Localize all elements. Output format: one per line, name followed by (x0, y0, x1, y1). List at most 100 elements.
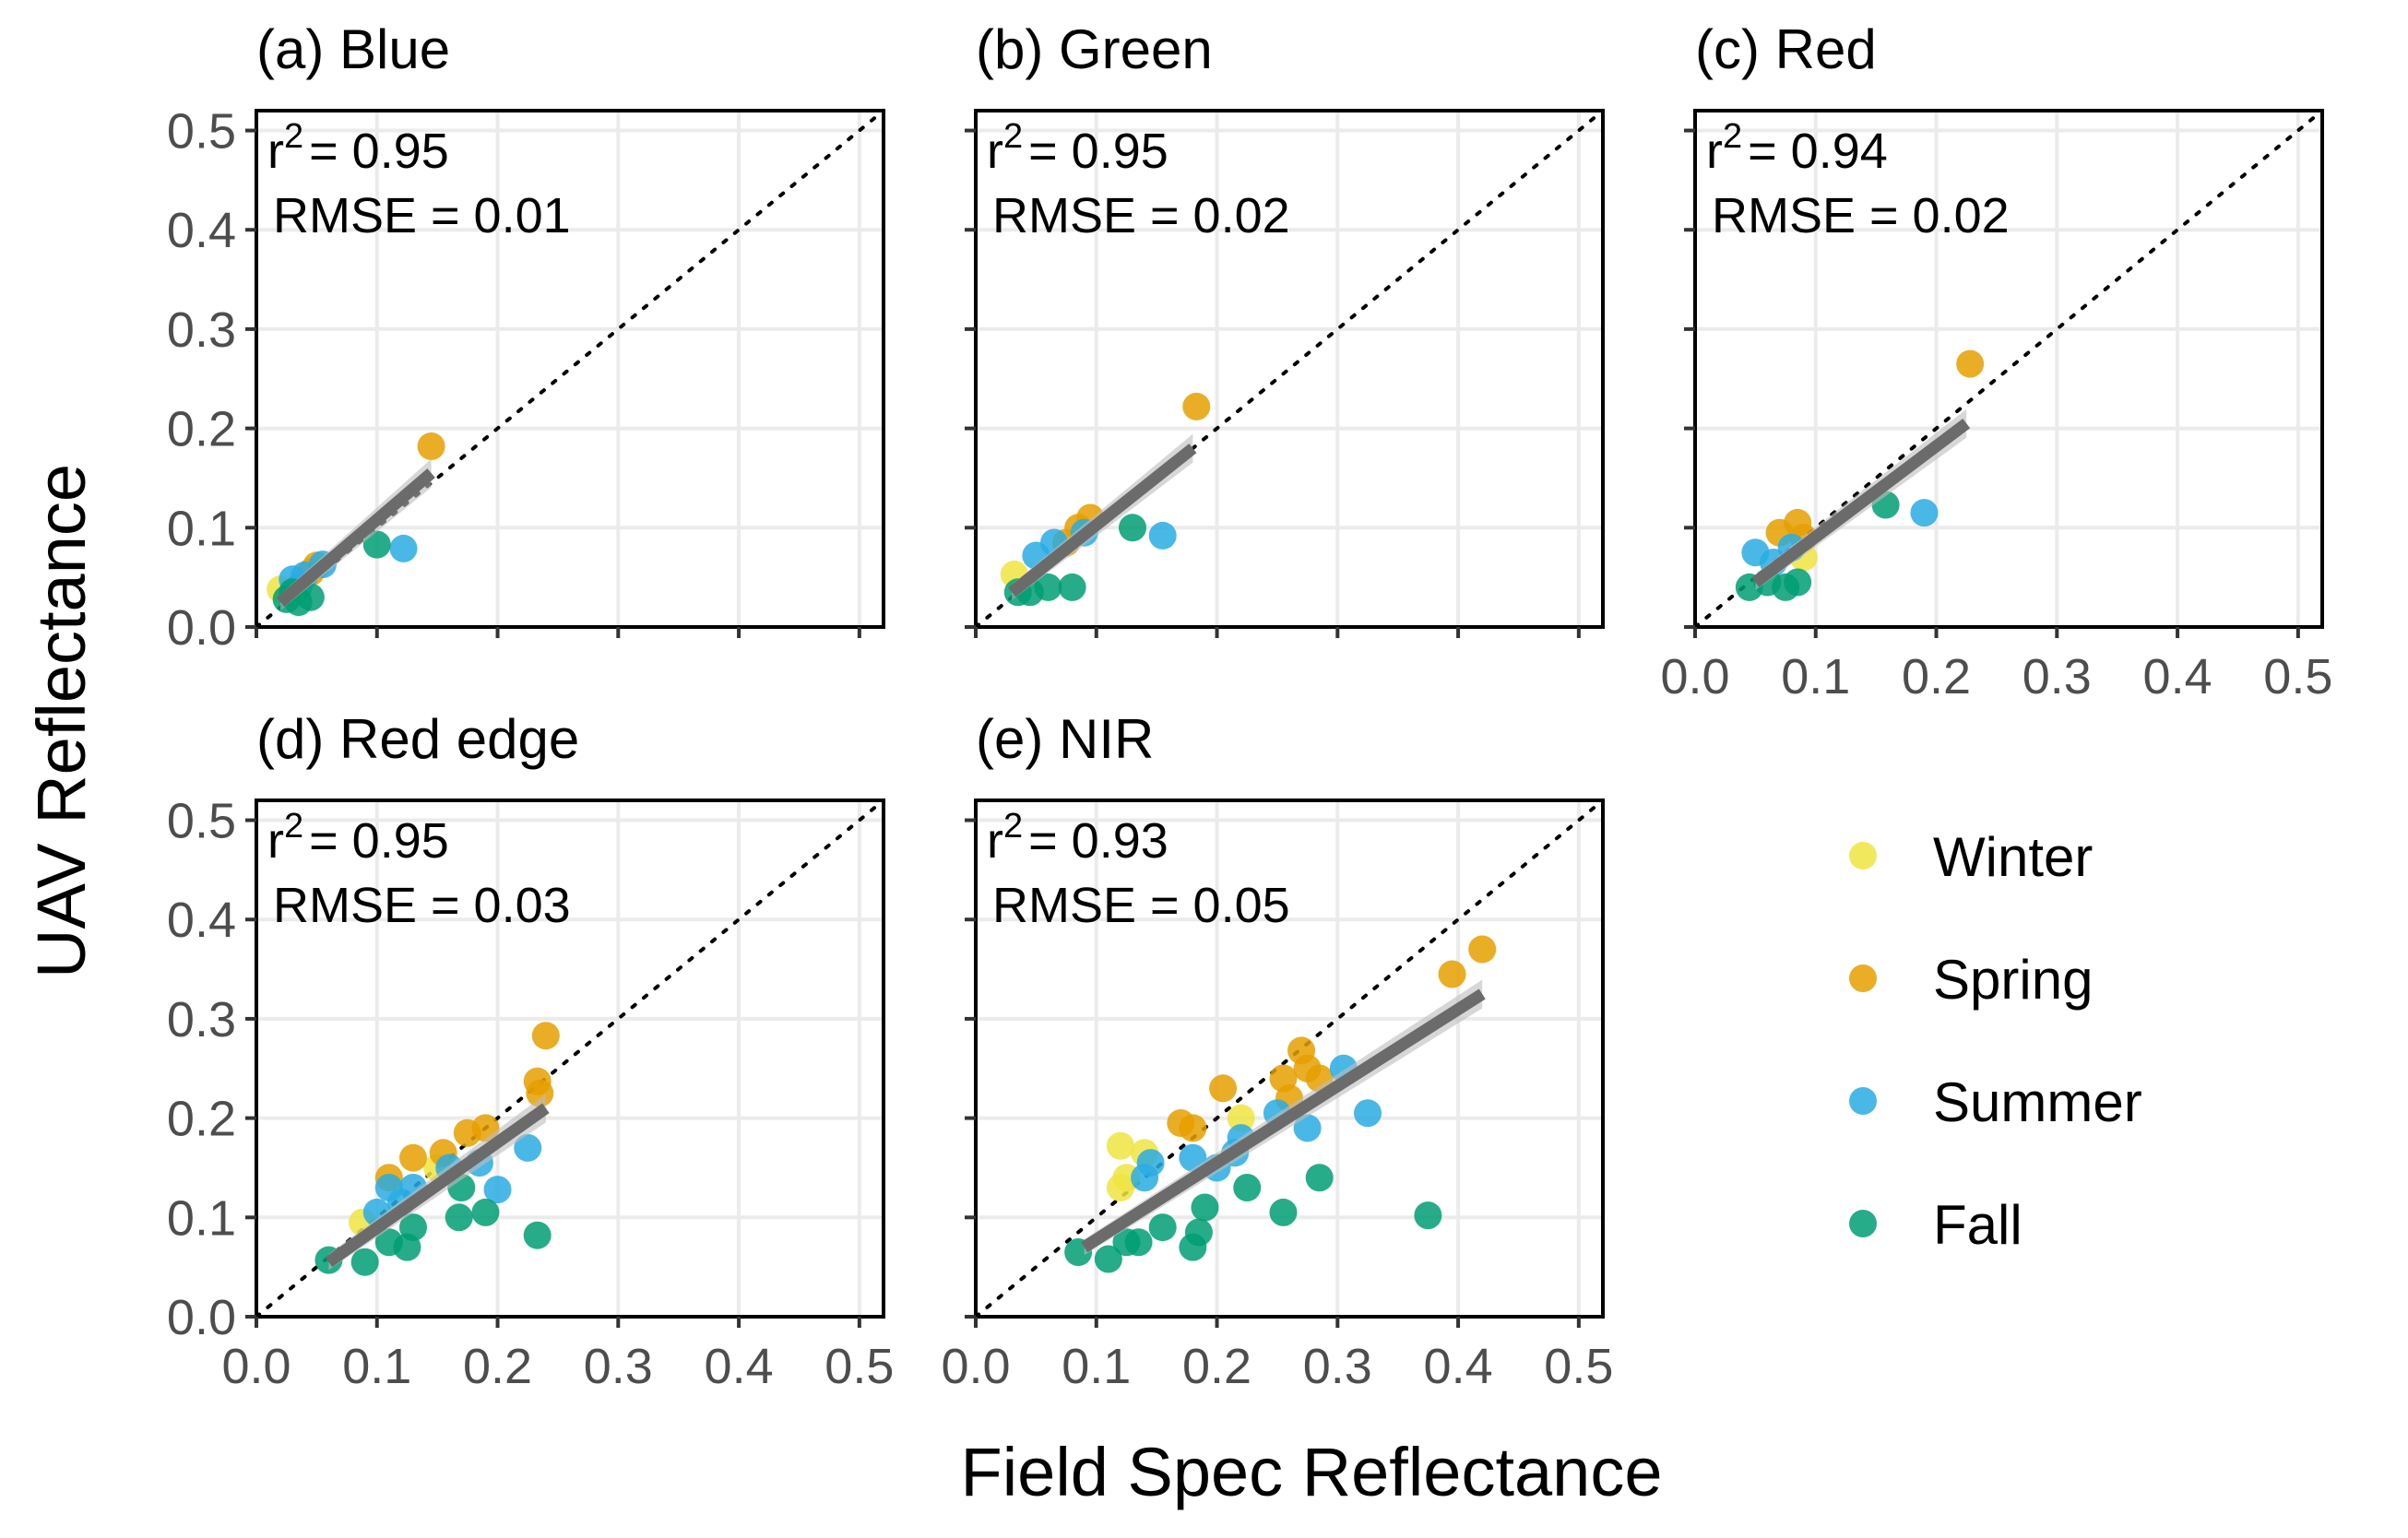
x-tick-label: 0.1 (1781, 649, 1850, 704)
regression-line (325, 1103, 550, 1268)
point-spring (1438, 960, 1466, 988)
y-axis-label: UAV Reflectance (23, 464, 100, 978)
r-squared-label: r2 = 0.94 (1706, 117, 1888, 179)
panels-layer: 0.0 0.1 0.2 0.3 0.4 0.5 (a) Blue r2 = 0.95 RMSE =… (167, 18, 2332, 1394)
x-tick-label: 0.5 (2263, 649, 2332, 704)
y-tick-label: 0.4 (167, 203, 236, 258)
rmse-label: RMSE = 0.03 (273, 878, 571, 933)
point-summer (1293, 1114, 1322, 1142)
panel-4: 0.00.0 0.1 0.1 0.2 0.2 0.3 0.3 0.4 0.4 0.5 0.5 (d) … (167, 708, 894, 1394)
panel-title: (d) Red edge (256, 708, 579, 770)
x-tick-label: 0.3 (584, 1339, 653, 1394)
panel-title: (c) Red (1695, 18, 1877, 80)
point-fall (1179, 1233, 1207, 1261)
regression-line (1751, 419, 1971, 587)
point-fall (523, 1221, 552, 1249)
x-tick-label: 0.4 (1424, 1339, 1493, 1394)
point-fall (1305, 1164, 1334, 1192)
point-fall (1784, 568, 1812, 597)
y-tick-label: 0.1 (167, 1190, 236, 1246)
regression-line (1081, 988, 1486, 1253)
x-tick-label: 0.2 (463, 1339, 532, 1394)
point-spring (526, 1079, 554, 1107)
panel-title: (a) Blue (256, 18, 450, 80)
y-tick-label: 0.5 (167, 794, 236, 849)
y-tick-label: 0.1 (167, 501, 236, 556)
point-spring (1468, 935, 1497, 964)
rmse-label: RMSE = 0.02 (1712, 188, 2010, 243)
rmse-label: RMSE = 0.01 (273, 188, 571, 243)
panel-border (974, 799, 1605, 1319)
x-tick-label: 0.5 (824, 1339, 894, 1394)
point-fall (1119, 514, 1146, 542)
panel-3: 0.0 0.1 0.2 0.3 0.4 0.5 (c) Red r2 = 0.94 RMSE = … (1660, 18, 2332, 704)
point-summer (1354, 1099, 1382, 1128)
y-tick-label: 0.5 (167, 104, 236, 160)
point-spring (417, 432, 445, 460)
panel-5: 0.0 0.1 0.2 0.3 0.4 0.5 (e) NIR r2 = 0.93 RMSE = … (941, 708, 1613, 1394)
point-fall (445, 1203, 473, 1232)
x-tick-label: 0.4 (2143, 649, 2212, 704)
legend-label-summer: Summer (1933, 1071, 2142, 1133)
panel-border (255, 799, 885, 1319)
point-summer (374, 1174, 403, 1201)
y-tick-label: 0.3 (167, 992, 236, 1047)
point-fall (1191, 1193, 1219, 1222)
x-axis-label: Field Spec Reflectance (961, 1434, 1663, 1510)
point-winter (1227, 1104, 1255, 1132)
point-spring (1956, 349, 1985, 378)
point-summer (1910, 499, 1939, 527)
legend-key-fall (1849, 1210, 1877, 1237)
point-summer (1131, 1164, 1159, 1192)
y-tick-label: 0.4 (167, 893, 236, 948)
point-fall (1148, 1213, 1177, 1242)
panel-title: (b) Green (976, 18, 1213, 80)
legend-label-winter: Winter (1933, 826, 2093, 888)
point-fall (1233, 1174, 1262, 1201)
one-to-one-line (974, 799, 1605, 1319)
legend-key-summer (1849, 1087, 1877, 1115)
point-fall (1269, 1198, 1298, 1226)
point-spring (1209, 1074, 1238, 1103)
panel-2: (b) Green r2 = 0.95 RMSE = 0.02 (965, 18, 1605, 638)
x-tick-label: 0.3 (1303, 1339, 1372, 1394)
regression-line (1008, 444, 1197, 597)
r-squared-label: r2 = 0.95 (267, 807, 449, 869)
point-spring (399, 1143, 427, 1172)
x-tick-label: 0.2 (1182, 1339, 1251, 1394)
point-fall (1058, 573, 1086, 601)
legend-label-fall: Fall (1933, 1194, 2022, 1256)
point-fall (362, 530, 391, 559)
r-squared-label: r2 = 0.93 (987, 807, 1168, 869)
panel-border (1693, 109, 2324, 629)
x-tick-label: 0.5 (1544, 1339, 1613, 1394)
rmse-label: RMSE = 0.05 (992, 878, 1290, 933)
panel-border (974, 109, 1605, 629)
y-tick-label: 0.2 (167, 1092, 236, 1147)
point-summer (514, 1133, 542, 1162)
x-tick-label: 0.3 (2022, 649, 2092, 704)
y-tick-label: 0.0 (167, 600, 236, 656)
r-squared-label: r2 = 0.95 (267, 117, 449, 179)
point-spring (531, 1022, 560, 1050)
point-summer (1148, 521, 1177, 550)
point-fall (1034, 573, 1062, 601)
panel-border (255, 109, 885, 629)
point-fall (1414, 1201, 1442, 1230)
y-tick-label: 0.0 (167, 1290, 236, 1345)
x-tick-label: 0.0 (941, 1339, 1010, 1394)
point-fall (350, 1248, 379, 1276)
point-spring (453, 1118, 481, 1147)
x-tick-label: 0.1 (1062, 1339, 1131, 1394)
legend-label-spring: Spring (1933, 949, 2093, 1011)
x-tick-label: 0.1 (342, 1339, 411, 1394)
x-tick-label: 0.0 (1660, 649, 1729, 704)
legend: Winter Spring Summer Fall (1849, 826, 2142, 1256)
x-tick-label: 0.2 (1902, 649, 1971, 704)
x-tick-label: 0.0 (221, 1339, 291, 1394)
point-fall (1094, 1245, 1122, 1273)
point-fall (1112, 1228, 1141, 1257)
point-spring (1179, 1114, 1207, 1142)
y-tick-label: 0.3 (167, 302, 236, 358)
